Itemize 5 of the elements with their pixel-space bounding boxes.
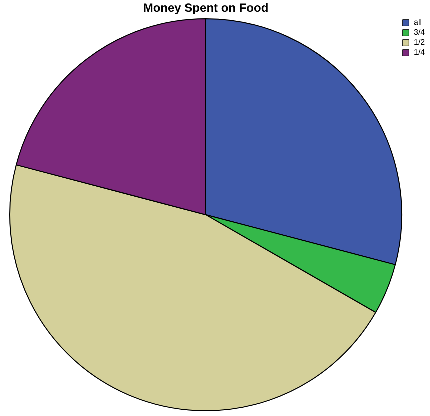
chart-title: Money Spent on Food (143, 1, 269, 15)
legend-label: 1/2 (414, 38, 426, 47)
legend-label: 1/4 (414, 48, 426, 57)
legend-label: 3/4 (414, 28, 426, 37)
legend-label: all (414, 18, 422, 27)
